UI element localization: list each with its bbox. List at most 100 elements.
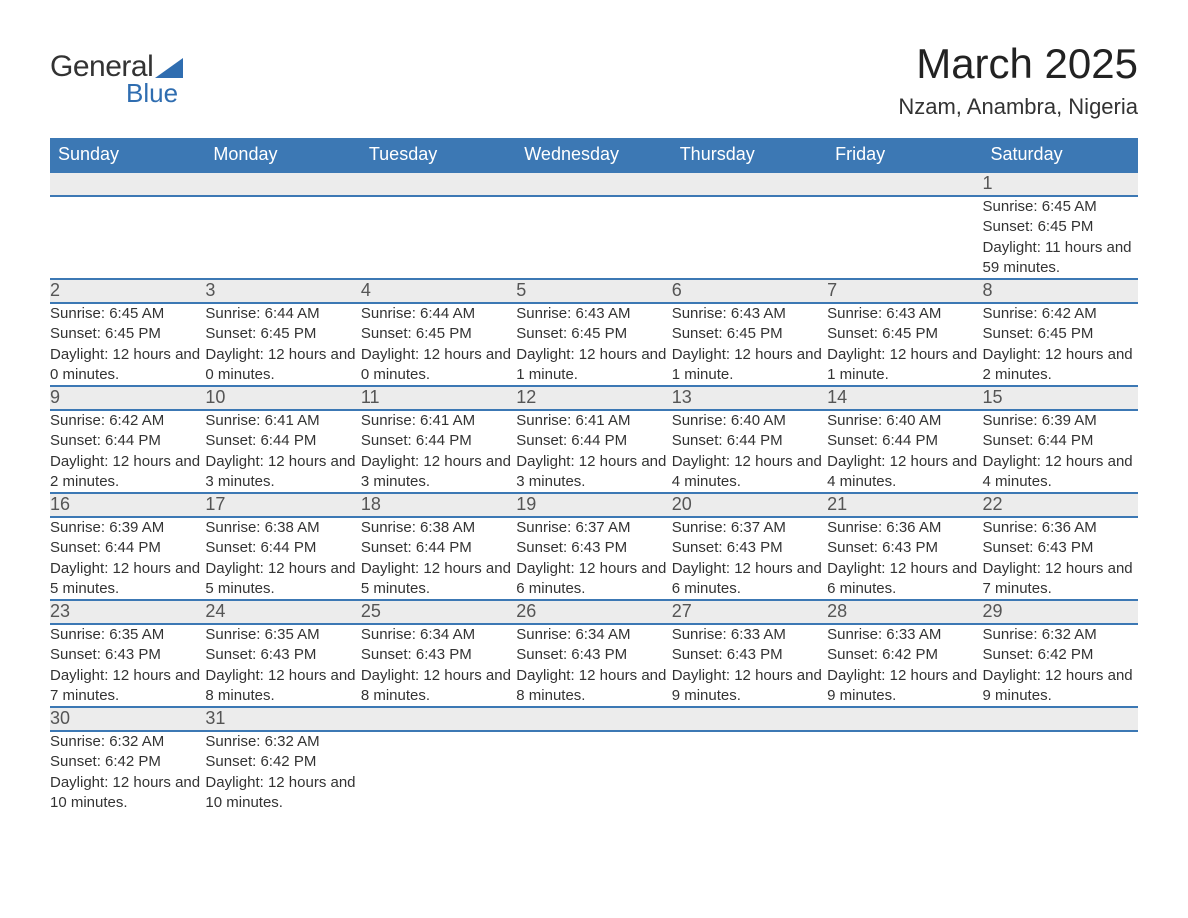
- day-number-cell: [205, 172, 360, 196]
- daylight-text: Daylight: 12 hours and 0 minutes.: [50, 345, 205, 386]
- day-detail-cell: Sunrise: 6:43 AMSunset: 6:45 PMDaylight:…: [672, 303, 827, 386]
- day-detail-cell: Sunrise: 6:35 AMSunset: 6:43 PMDaylight:…: [50, 624, 205, 707]
- sunset-text: Sunset: 6:43 PM: [516, 645, 671, 665]
- day-number-row: 9101112131415: [50, 386, 1138, 410]
- sunset-text: Sunset: 6:44 PM: [50, 538, 205, 558]
- daylight-text: Daylight: 12 hours and 8 minutes.: [205, 666, 360, 707]
- weekday-header: Sunday: [50, 138, 205, 172]
- day-detail-cell: Sunrise: 6:37 AMSunset: 6:43 PMDaylight:…: [672, 517, 827, 600]
- sunset-text: Sunset: 6:45 PM: [672, 324, 827, 344]
- sunrise-text: Sunrise: 6:37 AM: [672, 518, 827, 538]
- sunset-text: Sunset: 6:43 PM: [361, 645, 516, 665]
- title-block: March 2025 Nzam, Anambra, Nigeria: [898, 40, 1138, 120]
- sunrise-text: Sunrise: 6:43 AM: [827, 304, 982, 324]
- day-detail-cell: [516, 731, 671, 813]
- day-number-cell: [50, 172, 205, 196]
- logo-triangle-icon: [155, 58, 183, 78]
- day-number-cell: [361, 707, 516, 731]
- day-number-cell: [361, 172, 516, 196]
- daylight-text: Daylight: 12 hours and 1 minute.: [672, 345, 827, 386]
- sunset-text: Sunset: 6:45 PM: [827, 324, 982, 344]
- sunrise-text: Sunrise: 6:42 AM: [50, 411, 205, 431]
- daylight-text: Daylight: 12 hours and 2 minutes.: [50, 452, 205, 493]
- daylight-text: Daylight: 12 hours and 9 minutes.: [672, 666, 827, 707]
- sunset-text: Sunset: 6:43 PM: [516, 538, 671, 558]
- sunset-text: Sunset: 6:45 PM: [50, 324, 205, 344]
- day-detail-cell: [827, 196, 982, 279]
- sunset-text: Sunset: 6:44 PM: [516, 431, 671, 451]
- sunrise-text: Sunrise: 6:32 AM: [983, 625, 1138, 645]
- day-detail-cell: Sunrise: 6:45 AMSunset: 6:45 PMDaylight:…: [50, 303, 205, 386]
- day-number-cell: 5: [516, 279, 671, 303]
- sunrise-text: Sunrise: 6:40 AM: [672, 411, 827, 431]
- day-number-cell: 19: [516, 493, 671, 517]
- day-number-cell: [516, 707, 671, 731]
- day-detail-row: Sunrise: 6:42 AMSunset: 6:44 PMDaylight:…: [50, 410, 1138, 493]
- sunset-text: Sunset: 6:45 PM: [983, 324, 1138, 344]
- sunrise-text: Sunrise: 6:33 AM: [672, 625, 827, 645]
- day-detail-cell: [361, 731, 516, 813]
- daylight-text: Daylight: 12 hours and 0 minutes.: [205, 345, 360, 386]
- daylight-text: Daylight: 12 hours and 5 minutes.: [361, 559, 516, 600]
- day-number-row: 23242526272829: [50, 600, 1138, 624]
- sunrise-text: Sunrise: 6:40 AM: [827, 411, 982, 431]
- sunrise-text: Sunrise: 6:41 AM: [361, 411, 516, 431]
- sunrise-text: Sunrise: 6:45 AM: [983, 197, 1138, 217]
- day-number-cell: 31: [205, 707, 360, 731]
- daylight-text: Daylight: 12 hours and 5 minutes.: [205, 559, 360, 600]
- day-number-cell: 15: [983, 386, 1138, 410]
- day-number-cell: 28: [827, 600, 982, 624]
- daylight-text: Daylight: 12 hours and 1 minute.: [516, 345, 671, 386]
- day-number-cell: 22: [983, 493, 1138, 517]
- daylight-text: Daylight: 12 hours and 5 minutes.: [50, 559, 205, 600]
- day-detail-cell: Sunrise: 6:32 AMSunset: 6:42 PMDaylight:…: [50, 731, 205, 813]
- day-detail-cell: Sunrise: 6:43 AMSunset: 6:45 PMDaylight:…: [827, 303, 982, 386]
- day-number-cell: [672, 707, 827, 731]
- day-detail-cell: Sunrise: 6:34 AMSunset: 6:43 PMDaylight:…: [516, 624, 671, 707]
- day-number-cell: 29: [983, 600, 1138, 624]
- day-number-row: 1: [50, 172, 1138, 196]
- day-detail-cell: Sunrise: 6:41 AMSunset: 6:44 PMDaylight:…: [516, 410, 671, 493]
- day-number-cell: 27: [672, 600, 827, 624]
- calendar-body: 1Sunrise: 6:45 AMSunset: 6:45 PMDaylight…: [50, 172, 1138, 813]
- sunset-text: Sunset: 6:43 PM: [672, 538, 827, 558]
- sunrise-text: Sunrise: 6:41 AM: [205, 411, 360, 431]
- day-detail-cell: Sunrise: 6:33 AMSunset: 6:42 PMDaylight:…: [827, 624, 982, 707]
- sunrise-text: Sunrise: 6:44 AM: [361, 304, 516, 324]
- sunrise-text: Sunrise: 6:32 AM: [205, 732, 360, 752]
- day-number-row: 3031: [50, 707, 1138, 731]
- daylight-text: Daylight: 12 hours and 6 minutes.: [827, 559, 982, 600]
- day-detail-cell: Sunrise: 6:35 AMSunset: 6:43 PMDaylight:…: [205, 624, 360, 707]
- sunset-text: Sunset: 6:42 PM: [50, 752, 205, 772]
- month-title: March 2025: [898, 40, 1138, 88]
- sunrise-text: Sunrise: 6:39 AM: [983, 411, 1138, 431]
- weekday-header: Wednesday: [516, 138, 671, 172]
- daylight-text: Daylight: 12 hours and 0 minutes.: [361, 345, 516, 386]
- sunset-text: Sunset: 6:42 PM: [205, 752, 360, 772]
- calendar-header-row: SundayMondayTuesdayWednesdayThursdayFrid…: [50, 138, 1138, 172]
- logo: General Blue: [50, 50, 183, 109]
- day-number-cell: 2: [50, 279, 205, 303]
- day-detail-cell: [672, 731, 827, 813]
- day-detail-cell: Sunrise: 6:43 AMSunset: 6:45 PMDaylight:…: [516, 303, 671, 386]
- sunset-text: Sunset: 6:44 PM: [205, 538, 360, 558]
- sunset-text: Sunset: 6:43 PM: [827, 538, 982, 558]
- day-detail-row: Sunrise: 6:39 AMSunset: 6:44 PMDaylight:…: [50, 517, 1138, 600]
- sunrise-text: Sunrise: 6:35 AM: [205, 625, 360, 645]
- weekday-header: Thursday: [672, 138, 827, 172]
- sunrise-text: Sunrise: 6:35 AM: [50, 625, 205, 645]
- day-detail-cell: Sunrise: 6:36 AMSunset: 6:43 PMDaylight:…: [827, 517, 982, 600]
- day-detail-cell: [672, 196, 827, 279]
- sunrise-text: Sunrise: 6:34 AM: [516, 625, 671, 645]
- sunset-text: Sunset: 6:42 PM: [983, 645, 1138, 665]
- day-number-cell: [827, 172, 982, 196]
- daylight-text: Daylight: 12 hours and 3 minutes.: [205, 452, 360, 493]
- day-number-cell: 9: [50, 386, 205, 410]
- day-number-cell: 6: [672, 279, 827, 303]
- day-number-cell: 23: [50, 600, 205, 624]
- daylight-text: Daylight: 12 hours and 10 minutes.: [205, 773, 360, 814]
- logo-word-blue: Blue: [126, 78, 183, 109]
- sunset-text: Sunset: 6:45 PM: [205, 324, 360, 344]
- day-detail-cell: Sunrise: 6:41 AMSunset: 6:44 PMDaylight:…: [361, 410, 516, 493]
- sunset-text: Sunset: 6:44 PM: [361, 431, 516, 451]
